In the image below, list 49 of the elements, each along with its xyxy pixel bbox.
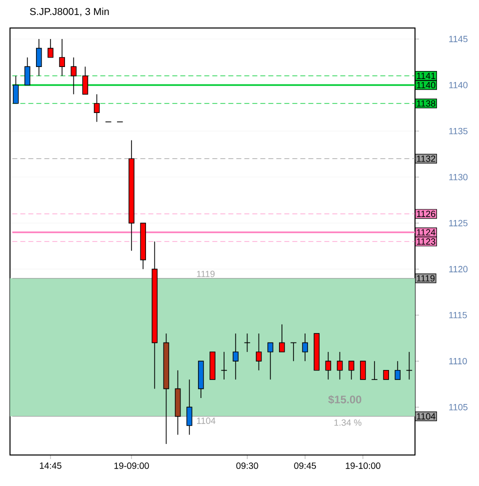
ref-line-label: 1138 — [416, 100, 436, 107]
candlestick — [59, 38, 65, 76]
candlestick — [12, 75, 19, 104]
candlestick — [267, 342, 274, 380]
ref-line-label: 1124 — [416, 229, 436, 236]
candlestick — [383, 370, 389, 380]
candlestick — [394, 360, 401, 380]
ref-line-label: 1104 — [416, 413, 436, 420]
ref-line-label: 1126 — [416, 210, 436, 218]
y-tick-label: 1115 — [449, 312, 467, 318]
y-tick-label: 1145 — [449, 36, 468, 42]
candlestick — [48, 38, 54, 58]
candlestick — [36, 38, 42, 76]
y-tick-label: 1135 — [449, 128, 468, 134]
x-tick-label: 19-10:00 — [346, 462, 380, 469]
y-tick-label: 1125 — [449, 220, 468, 226]
ref-line-label: 1141 — [416, 72, 436, 79]
candlestick — [325, 352, 332, 380]
chart-title: S.JP.J8001, 3 Min — [30, 8, 109, 16]
candlestick — [360, 360, 366, 380]
candlestick — [336, 352, 343, 380]
ref-line-label: 1140 — [416, 82, 436, 88]
candlestick — [82, 66, 88, 95]
candlestick — [232, 333, 239, 380]
y-tick-label: 1130 — [449, 174, 468, 180]
x-tick-label: 09:45 — [294, 462, 316, 469]
candlestick — [279, 324, 285, 352]
x-tick-label: 09:30 — [236, 462, 258, 469]
y-tick-label: 1120 — [449, 266, 468, 272]
y-tick-label: 1105 — [449, 404, 468, 410]
ref-line-label: 1123 — [416, 238, 436, 245]
x-tick-label: 19-09:00 — [114, 462, 149, 469]
ref-line-label: 1132 — [416, 155, 436, 162]
y-tick-label: 1140 — [449, 82, 468, 88]
y-tick-label: 1110 — [449, 358, 467, 364]
candlestick — [302, 333, 308, 362]
annotation: 1104 — [197, 418, 216, 424]
ref-line-label: 1119 — [416, 275, 435, 282]
candlestick — [186, 379, 192, 436]
annotation: $15.00 — [328, 395, 362, 404]
x-tick-label: 14:45 — [40, 462, 62, 469]
candlestick — [94, 94, 100, 122]
candlestick — [70, 57, 77, 95]
candlestick — [256, 333, 262, 371]
candlestick — [24, 57, 30, 86]
candlestick — [371, 360, 378, 380]
candlestick — [348, 360, 354, 380]
annotation: 1119 — [197, 270, 215, 278]
annotation: 1.34 % — [334, 419, 362, 426]
